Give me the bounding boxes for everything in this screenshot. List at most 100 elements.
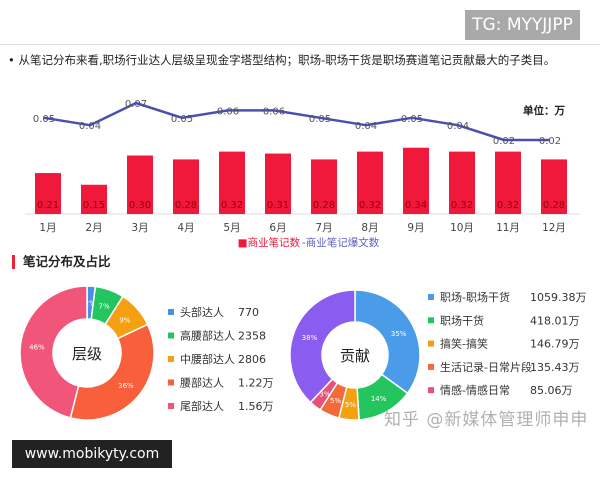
bar-label: 0.32 bbox=[359, 200, 381, 211]
slice-pct-label: 2% bbox=[85, 300, 96, 308]
x-tick-label: 5月 bbox=[223, 222, 240, 234]
watermark: 知乎 @新媒体管理师申申 bbox=[384, 410, 589, 430]
line-label: 0.04 bbox=[447, 121, 469, 132]
bar-label: 0.28 bbox=[313, 200, 335, 211]
slice-pct-label: 36% bbox=[118, 382, 134, 390]
legend-label: 中腰部达人 bbox=[180, 352, 235, 366]
x-tick-label: 9月 bbox=[407, 222, 424, 234]
legend-label: 腰部达人 bbox=[180, 376, 224, 390]
slice-pct-label: 5% bbox=[345, 401, 356, 409]
donut-slice bbox=[19, 285, 88, 419]
bar bbox=[357, 151, 383, 214]
legend-swatch bbox=[428, 340, 434, 347]
donut-center-label: 贡献 bbox=[340, 347, 370, 365]
bar-label: 0.28 bbox=[543, 200, 565, 211]
bar bbox=[311, 159, 337, 214]
legend-line: -商业笔记爆文数 bbox=[302, 236, 380, 249]
line-label: 0.07 bbox=[125, 99, 147, 110]
legend-value: 2358 bbox=[238, 330, 266, 343]
line-label: 0.05 bbox=[401, 114, 423, 125]
x-tick-label: 4月 bbox=[177, 222, 194, 234]
legend-swatch bbox=[168, 332, 174, 339]
legend-swatch bbox=[168, 356, 174, 362]
legend-label: 搞笑-搞笑 bbox=[440, 337, 488, 351]
bar bbox=[495, 151, 521, 214]
bar bbox=[127, 155, 153, 214]
bar-label: 0.30 bbox=[129, 200, 151, 211]
x-tick-label: 1月 bbox=[39, 222, 56, 234]
x-tick-label: 3月 bbox=[131, 222, 148, 234]
bar-label: 0.34 bbox=[405, 200, 427, 211]
summary-text: • 从笔记分布来看,职场行业达人层级呈现金字塔型结构；职场-职场干货是职场赛道笔… bbox=[8, 53, 556, 67]
bar bbox=[35, 173, 61, 214]
legend-value: 135.43万 bbox=[530, 361, 580, 374]
legend-label: 情感-情感日常 bbox=[440, 384, 510, 397]
line-label: 0.05 bbox=[33, 114, 55, 125]
section-title: 笔记分布及占比 bbox=[12, 255, 111, 269]
legend-label: 头部达人 bbox=[180, 305, 224, 319]
slice-pct-label: 38% bbox=[302, 334, 318, 342]
legend-value: 2806 bbox=[238, 353, 266, 366]
line-label: 0.04 bbox=[355, 121, 377, 132]
donut-slice bbox=[354, 289, 421, 395]
legend-value: 1.56万 bbox=[238, 400, 274, 413]
bar-label: 0.32 bbox=[451, 200, 473, 211]
x-tick-label: 11月 bbox=[496, 222, 520, 234]
slice-pct-label: 3% bbox=[319, 391, 330, 399]
legend-swatch bbox=[428, 294, 434, 300]
slice-pct-label: 9% bbox=[119, 317, 130, 325]
divider bbox=[0, 44, 600, 45]
bar-label: 0.28 bbox=[175, 200, 197, 211]
legend-value: 1059.38万 bbox=[530, 291, 587, 304]
bar bbox=[403, 147, 429, 214]
bar bbox=[173, 159, 199, 214]
bar-label: 0.31 bbox=[267, 200, 289, 211]
bar bbox=[449, 151, 475, 214]
donut-slice bbox=[69, 323, 155, 421]
bar bbox=[81, 184, 107, 214]
bar-label: 0.32 bbox=[497, 200, 519, 211]
legend-swatch bbox=[428, 387, 434, 394]
legend-value: 770 bbox=[238, 306, 259, 319]
legend-bar: ■商业笔记数 bbox=[238, 236, 301, 249]
bar bbox=[265, 153, 291, 214]
donut-slice bbox=[289, 289, 356, 404]
bar bbox=[219, 151, 245, 214]
slice-pct-label: 14% bbox=[371, 395, 387, 403]
summary: 从笔记分布来看,职场行业达人层级呈现金字塔型结构；职场-职场干货是职场赛道笔记贡… bbox=[18, 53, 556, 67]
bar-line-chart: 0.21 1月 0.15 2月 0.30 3月 0.28 4月 0.32 5月 0.31 6月 0.28… bbox=[25, 99, 580, 249]
line-label: 0.06 bbox=[263, 106, 285, 117]
legend-label: 职场-职场干货 bbox=[440, 290, 510, 304]
slice-pct-label: 35% bbox=[391, 330, 407, 338]
slice-pct-label: 7% bbox=[99, 302, 110, 310]
line-label: 0.02 bbox=[539, 136, 561, 147]
x-tick-label: 8月 bbox=[361, 222, 378, 234]
x-tick-label: 2月 bbox=[85, 222, 102, 234]
unit-label: 单位：万 bbox=[523, 104, 565, 117]
legend-value: 146.79万 bbox=[530, 338, 580, 351]
bar bbox=[541, 159, 567, 214]
legend-label: 高腰部达人 bbox=[180, 329, 235, 343]
line-label: 0.06 bbox=[217, 106, 239, 117]
bar-label: 0.21 bbox=[37, 200, 59, 211]
tg-badge: TG: MYYJJPP bbox=[465, 10, 580, 40]
line-label: 0.05 bbox=[171, 114, 193, 125]
site-label: www.mobikyty.com bbox=[12, 440, 172, 468]
slice-pct-label: 5% bbox=[330, 397, 341, 405]
line-label: 0.04 bbox=[79, 121, 101, 132]
bar-label: 0.32 bbox=[221, 200, 243, 211]
legend-swatch bbox=[428, 363, 434, 370]
line-series bbox=[43, 101, 550, 142]
legend-swatch bbox=[168, 309, 174, 315]
x-tick-label: 7月 bbox=[315, 222, 332, 234]
legend-value: 1.22万 bbox=[238, 377, 274, 390]
line-label: 0.05 bbox=[309, 114, 331, 125]
x-tick-label: 6月 bbox=[269, 222, 286, 234]
line-label: 0.02 bbox=[493, 136, 515, 147]
legend-swatch bbox=[428, 317, 434, 324]
legend-label: 生活记录-日常片段 bbox=[440, 360, 532, 374]
legend-label: 职场干货 bbox=[440, 313, 484, 327]
legend-value: 85.06万 bbox=[530, 384, 573, 397]
donut-charts: 2% 头部达人 770 7% 高腰部达人 2358 9% 中腰部达人 2806 36% 腰部达人 1.… bbox=[19, 285, 587, 421]
x-tick-label: 12月 bbox=[542, 222, 566, 234]
